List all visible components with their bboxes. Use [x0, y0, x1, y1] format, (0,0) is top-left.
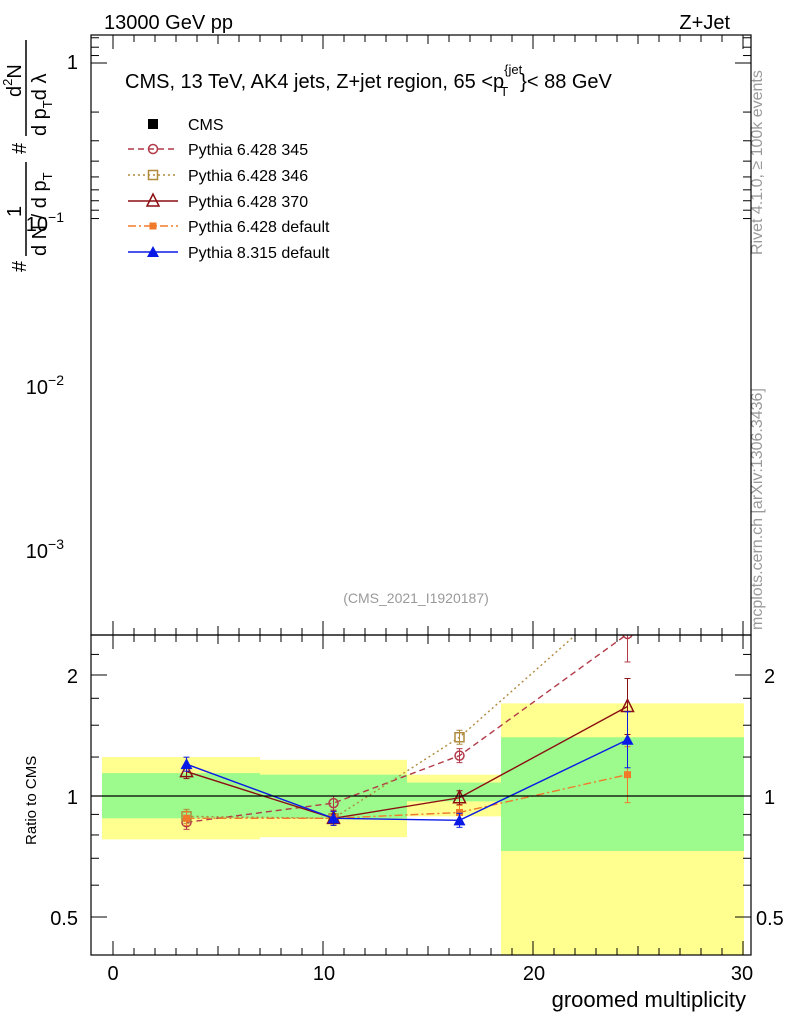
- ratio-point-1-2: [454, 732, 465, 743]
- ratio-curves: [179, 585, 635, 830]
- y-label-denominator-1: d N / d pT: [29, 172, 55, 256]
- legend-marker-2: [145, 192, 161, 207]
- legend-label-p6-346: Pythia 6.428 346: [188, 168, 308, 185]
- mcplots-label: mcplots.cern.ch [arXiv:1306.3436]: [749, 388, 766, 630]
- x-tick-10: 10: [313, 963, 335, 985]
- ratio-frame: [90, 634, 752, 956]
- x-tick-labels: 0 10 20 30: [107, 963, 753, 985]
- ratio-point-3-2: [456, 808, 463, 816]
- ratio-point-1-3: [623, 585, 632, 594]
- ratio-point-2-2: [452, 789, 467, 804]
- ratio-uncertainty-bands: [102, 703, 744, 955]
- legend-label-p6-345: Pythia 6.428 345: [188, 142, 308, 159]
- analysis-id: (CMS_2021_I1920187): [343, 590, 489, 606]
- ratio-tick-0.5-right: 0.5: [756, 908, 784, 930]
- y-label-hash-1: #: [9, 260, 31, 272]
- main-y-tick-labels: 10−3 10−2 10−1 1: [26, 52, 78, 563]
- y-tick-1e-3: 10−3: [26, 536, 64, 563]
- ratio-point-4-1: [327, 812, 340, 824]
- process-label: Z+Jet: [679, 12, 730, 34]
- ratio-tick-2-right: 2: [764, 666, 775, 688]
- x-axis-label: groomed multiplicity: [552, 987, 746, 1012]
- ratio-tick-1-left: 1: [67, 787, 78, 809]
- ratio-point-0-1: [328, 797, 339, 809]
- axis-ticks: [91, 35, 751, 955]
- ratio-line-1: [186, 635, 577, 820]
- ratio-y-axis-label: Ratio to CMS: [23, 756, 40, 845]
- ratio-line-3: [186, 773, 628, 820]
- x-tick-30: 30: [731, 963, 753, 985]
- ratio-point-4-0: [180, 758, 193, 770]
- ratio-point-0-2: [454, 750, 465, 761]
- main-y-axis-label: # 1 d N / d pT # d2N d pTd λ: [0, 40, 55, 272]
- y-label-numerator-2: d2N: [0, 64, 26, 97]
- ratio-line-2: [186, 705, 628, 820]
- ratio-point-2-0: [179, 762, 194, 778]
- legend-label-p8-default: Pythia 8.315 default: [188, 245, 330, 262]
- y-label-hash-2: #: [9, 142, 31, 154]
- legend-marker-1: [147, 169, 159, 181]
- legend-label-cms: CMS: [188, 117, 224, 134]
- legend-label-p6-default: Pythia 6.428 default: [188, 219, 330, 236]
- ratio-line-0: [186, 635, 628, 824]
- ratio-tick-1-right: 1: [764, 787, 775, 809]
- x-tick-0: 0: [107, 963, 118, 985]
- legend-marker-0: [147, 143, 159, 155]
- y-label-denominator-2: d pTd λ: [29, 74, 55, 136]
- ratio-tick-2-left: 2: [67, 666, 78, 688]
- ratio-point-0-3: [622, 635, 633, 640]
- legend-marker-cms: [148, 119, 158, 129]
- y-tick-1e-2: 10−2: [26, 372, 64, 399]
- energy-label: 13000 GeV pp: [104, 12, 233, 34]
- y-label-one: 1: [4, 206, 26, 217]
- ratio-clipped-group: [179, 585, 635, 830]
- y-tick-1e-1: 10−1: [26, 209, 64, 236]
- ratio-point-4-3: [621, 733, 634, 745]
- ratio-point-3-0: [183, 814, 190, 822]
- ratio-line-4: [186, 739, 628, 822]
- rivet-label: Rivet 4.1.0, ≥ 100k events: [749, 70, 766, 255]
- x-tick-20: 20: [523, 963, 545, 985]
- legend-marker-4: [147, 246, 159, 257]
- legend-marker-3: [149, 222, 157, 230]
- band-inner-3: [501, 737, 744, 851]
- legend: CMS Pythia 6.428 345 Pythia 6.428 346 Py…: [128, 117, 330, 262]
- ratio-tick-0.5-left: 0.5: [50, 908, 78, 930]
- ratio-point-3-3: [624, 771, 631, 779]
- plot-title: CMS, 13 TeV, AK4 jets, Z+jet region, 65 …: [125, 62, 613, 99]
- ratio-point-4-2: [453, 814, 466, 826]
- ratio-y-tick-labels: 0.5 1 2 0.5 1 2: [50, 666, 784, 930]
- legend-label-p6-370: Pythia 6.428 370: [188, 194, 308, 211]
- band-inner-2: [396, 782, 512, 802]
- y-tick-1: 1: [67, 52, 78, 74]
